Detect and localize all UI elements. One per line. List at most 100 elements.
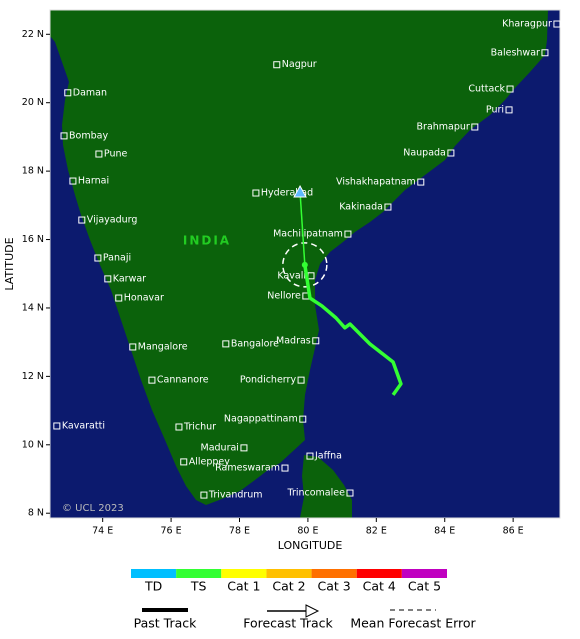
city-marker	[384, 203, 392, 211]
land-india	[50, 10, 548, 505]
y-tick-label: 10 N	[22, 439, 44, 450]
y-tick-label: 14 N	[22, 302, 44, 313]
legend-forecast-label: Forecast Track	[243, 616, 333, 631]
city-marker	[312, 337, 320, 345]
intensity-label: Cat 4	[363, 579, 396, 594]
intensity-swatch	[311, 569, 357, 578]
y-tick-label: 20 N	[22, 97, 44, 108]
city-marker	[553, 20, 561, 28]
intensity-swatch	[131, 569, 177, 578]
city-marker	[104, 275, 112, 283]
current-position	[301, 261, 308, 268]
city-label: Pondicherry	[240, 375, 297, 386]
city-label: Trincomalee	[287, 488, 346, 499]
copyright: © UCL 2023	[62, 503, 124, 514]
intensity-label: Cat 2	[272, 579, 305, 594]
y-tick-label: 18 N	[22, 166, 44, 177]
city-label: Alleppey	[189, 456, 231, 467]
intensity-label: Cat 5	[408, 579, 441, 594]
city-marker	[148, 376, 156, 384]
city-label: Pune	[104, 149, 128, 160]
x-axis-label: LONGITUDE	[278, 539, 343, 552]
y-tick-label: 16 N	[22, 234, 44, 245]
city-marker	[344, 230, 352, 238]
x-tick-label: 80 E	[297, 526, 318, 537]
city-marker	[222, 340, 230, 348]
city-marker	[447, 149, 455, 157]
y-axis-label: LATITUDE	[3, 237, 16, 290]
city-label: Panaji	[103, 253, 131, 264]
x-tick-label: 82 E	[366, 526, 387, 537]
x-tick-label: 76 E	[161, 526, 182, 537]
city-label: Nellore	[267, 290, 301, 301]
city-marker	[506, 85, 514, 93]
city-marker	[115, 294, 123, 302]
city-label: Madurai	[201, 442, 239, 453]
city-marker	[129, 343, 137, 351]
city-label: Bombay	[69, 130, 108, 141]
city-label: Cuttack	[468, 84, 505, 95]
city-marker	[281, 464, 289, 472]
city-label: Machilipatnam	[273, 229, 343, 240]
city-marker	[471, 123, 479, 131]
map-frame	[49, 9, 561, 519]
city-label: Kavali	[277, 270, 306, 281]
city-label: Bangalore	[231, 338, 279, 349]
city-label: Cannanore	[157, 375, 209, 386]
city-label: Karwar	[113, 273, 146, 284]
city-label: Kavaratti	[62, 420, 105, 431]
city-marker	[346, 489, 354, 497]
city-marker	[200, 491, 208, 499]
x-tick-label: 78 E	[229, 526, 250, 537]
city-label: Kakinada	[339, 202, 383, 213]
y-tick-label: 12 N	[22, 371, 44, 382]
city-label: Vishakhapatnam	[336, 177, 416, 188]
city-label: Mangalore	[138, 341, 188, 352]
intensity-swatch	[266, 569, 312, 578]
forecast-point	[293, 184, 307, 198]
city-label: Harnai	[78, 176, 109, 187]
city-label: Nagappattinam	[224, 414, 298, 425]
city-label: Hyderabad	[261, 188, 313, 199]
city-label: Daman	[73, 87, 107, 98]
city-marker	[60, 132, 68, 140]
past-track	[303, 264, 403, 396]
city-marker	[53, 422, 61, 430]
intensity-swatch	[356, 569, 402, 578]
city-marker	[273, 61, 281, 69]
x-tick-label: 84 E	[434, 526, 455, 537]
city-marker	[175, 423, 183, 431]
y-tick-label: 8 N	[28, 508, 44, 519]
city-marker	[78, 216, 86, 224]
x-tick-label: 74 E	[92, 526, 113, 537]
city-label: Trichur	[183, 422, 216, 433]
city-marker	[297, 376, 305, 384]
intensity-swatch	[176, 569, 222, 578]
city-label: Vijayadurg	[87, 215, 138, 226]
city-marker	[299, 415, 307, 423]
legend-forecast-arrow	[305, 604, 320, 618]
city-label: Baleshwar	[491, 47, 540, 58]
land-sri-lanka	[300, 455, 352, 518]
city-marker	[505, 106, 513, 114]
intensity-label: Cat 1	[227, 579, 260, 594]
y-tick-label: 22 N	[22, 29, 44, 40]
city-marker	[180, 458, 188, 466]
city-marker	[252, 189, 260, 197]
city-marker	[94, 254, 102, 262]
city-marker	[95, 150, 103, 158]
city-label: Trivandrum	[208, 490, 263, 501]
region-label: INDIA	[183, 234, 231, 248]
city-label: Nagpur	[282, 59, 317, 70]
city-marker	[64, 89, 72, 97]
intensity-swatch	[221, 569, 267, 578]
city-label: Rameswaram	[215, 463, 280, 474]
intensity-label: TS	[190, 579, 207, 594]
legend-past-label: Past Track	[134, 616, 197, 631]
intensity-swatch	[401, 569, 447, 578]
city-label: Puri	[486, 104, 504, 115]
city-label: Madras	[276, 335, 311, 346]
forecast-track	[299, 191, 306, 265]
city-label: Jaffna	[314, 451, 342, 462]
